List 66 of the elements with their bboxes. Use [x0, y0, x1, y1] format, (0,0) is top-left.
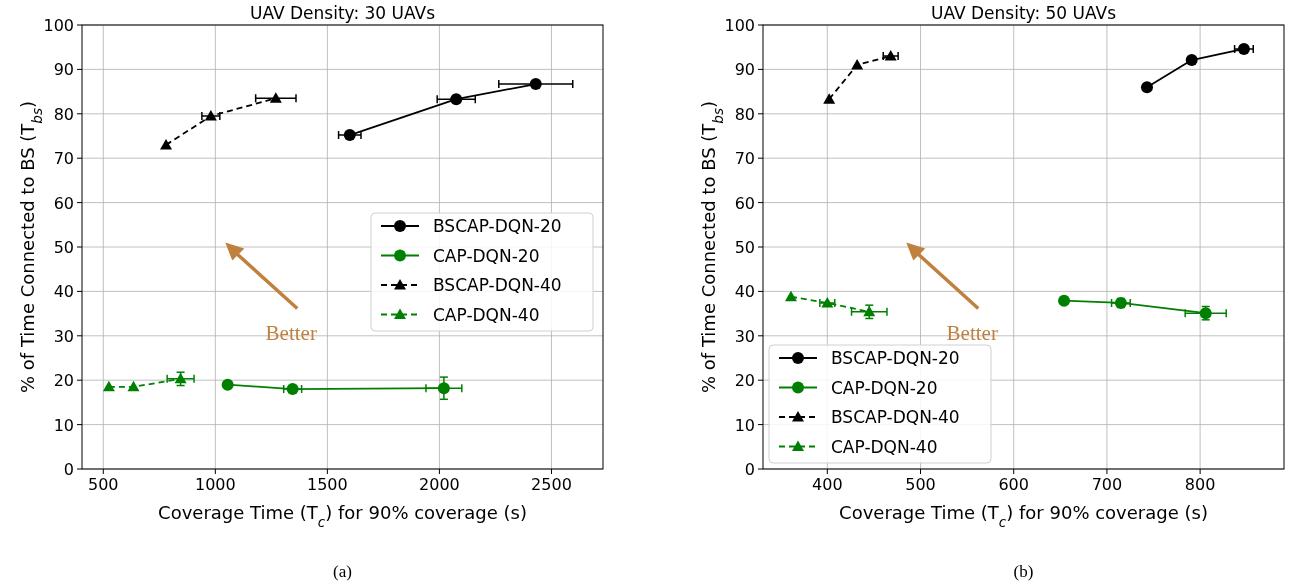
y-tick-label: 0 [744, 460, 755, 479]
y-tick-label: 20 [53, 371, 74, 391]
x-tick-label: 500 [905, 475, 936, 494]
legend-label: BSCAP-DQN-20 [831, 348, 960, 368]
legend-label: CAP-DQN-40 [831, 436, 938, 457]
y-tick-label: 50 [734, 238, 755, 257]
point [102, 380, 115, 392]
chart-title: UAV Density: 30 UAVs [249, 3, 436, 23]
y-tick-label: 90 [53, 60, 74, 80]
y-tick-label: 0 [63, 460, 74, 479]
x-tick-label: 800 [1184, 475, 1216, 494]
y-tick-label: 70 [53, 149, 74, 169]
point [437, 382, 450, 395]
legend-label: BSCAP-DQN-40 [831, 407, 960, 427]
point [269, 92, 282, 103]
x-tick-label: 400 [812, 475, 843, 494]
text: (b) [1013, 562, 1034, 581]
x-tick-label: 500 [88, 475, 119, 494]
y-tick-label: 100 [43, 16, 74, 35]
y-tick-label: 20 [734, 371, 755, 391]
legend-label: BSCAP-DQN-40 [433, 275, 562, 295]
x-tick-label: 700 [1091, 475, 1123, 494]
y-tick-label: 30 [53, 326, 74, 346]
point [286, 383, 299, 396]
annotation: Better [265, 320, 317, 345]
x-tick-label: 1500 [307, 475, 348, 494]
point [823, 93, 836, 104]
chart-title: UAV Density: 50 UAVs [930, 3, 1117, 23]
x-tick-label: 2500 [531, 475, 572, 494]
y-tick-label: 70 [734, 149, 755, 169]
point [851, 58, 864, 70]
y-tick-label: 60 [53, 193, 74, 213]
point [127, 380, 140, 392]
point [204, 110, 217, 121]
y-tick-label: 30 [734, 326, 755, 346]
y-tick-label: 90 [734, 60, 755, 80]
y-tick-label: 60 [734, 193, 755, 213]
x-tick-label: 1000 [194, 475, 236, 494]
point [343, 129, 356, 142]
y-tick-label: 100 [724, 16, 755, 35]
y-tick-label: 40 [734, 282, 755, 302]
y-tick-label: 40 [53, 282, 74, 302]
legend-label: CAP-DQN-40 [433, 304, 540, 325]
legend-label: CAP-DQN-20 [433, 245, 540, 266]
x-tick-label: 2000 [419, 475, 460, 494]
y-tick-label: 10 [734, 415, 755, 435]
point [1058, 294, 1071, 307]
text: (a) [333, 562, 352, 581]
point [1185, 54, 1198, 67]
y-tick-label: 80 [734, 104, 755, 124]
point [160, 138, 173, 150]
legend-label: CAP-DQN-20 [831, 377, 938, 398]
point [529, 78, 542, 91]
x-axis-title: Coverage Time (T$_{c}$) for 90% coverage (s) [839, 502, 1208, 530]
point [1140, 81, 1153, 94]
annotation: Better [946, 320, 998, 345]
point [450, 93, 463, 106]
y-tick-label: 50 [53, 238, 74, 257]
point [1237, 42, 1250, 55]
legend-label: BSCAP-DQN-20 [433, 216, 562, 236]
x-axis-title: Coverage Time (T$_{c}$) for 90% coverage (s) [158, 502, 527, 530]
x-tick-label: 600 [998, 475, 1029, 494]
y-tick-label: 10 [53, 415, 74, 435]
y-tick-label: 80 [53, 104, 74, 124]
point [784, 290, 797, 302]
point [221, 378, 234, 391]
